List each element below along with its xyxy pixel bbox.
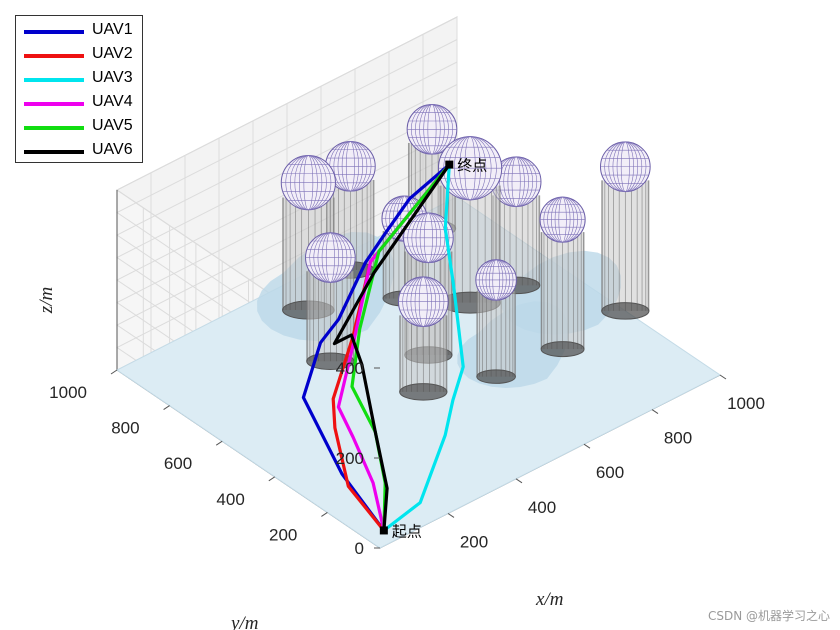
x-tick-label: 600 — [596, 463, 624, 482]
z-tick-label: 200 — [336, 449, 364, 468]
x-tick-label: 800 — [664, 429, 692, 448]
uav-path-uav3 — [382, 164, 465, 532]
x-tick-mark — [651, 409, 659, 415]
legend-label: UAV2 — [92, 45, 133, 62]
y-tick-label: 800 — [111, 419, 139, 438]
obstacle — [539, 196, 586, 358]
legend-item-uav6: UAV6 — [22, 140, 140, 162]
legend-swatch — [24, 102, 84, 106]
annotation-label: 终点 — [457, 157, 487, 175]
dome-meridian — [543, 196, 582, 243]
legend-swatch — [24, 54, 84, 58]
x-tick-mark — [515, 478, 523, 484]
dome-meridian — [410, 104, 453, 155]
x-tick-label: 400 — [528, 498, 556, 517]
legend-item-uav2: UAV2 — [22, 44, 140, 66]
x-axis-title: x/m — [535, 589, 563, 610]
legend-swatch — [24, 126, 84, 130]
axis-ticks: 200 400 600 800 1000 200 400 600 800 1000 0 200 400 — [49, 359, 765, 558]
obstacle-cylinders — [280, 103, 651, 401]
z-axis-title: z/m — [36, 287, 57, 314]
dome-meridian — [402, 276, 445, 327]
annotation-marker — [379, 526, 388, 535]
x-tick-mark — [447, 512, 455, 518]
annotation-label: 起点 — [392, 522, 422, 540]
uav-paths — [301, 163, 465, 532]
dome-meridian — [309, 232, 352, 283]
x-tick-mark — [583, 443, 591, 449]
obstacle-base — [540, 341, 585, 358]
y-tick-mark — [110, 369, 118, 375]
dome-meridian — [604, 141, 647, 192]
z-tick-label: 0 — [355, 539, 364, 558]
y-tick-label: 400 — [216, 490, 244, 509]
legend-label: UAV1 — [92, 21, 133, 38]
watermark: CSDN @机器学习之心 — [707, 609, 830, 623]
obstacle — [305, 232, 356, 370]
obstacle — [599, 141, 651, 320]
y-tick-mark — [215, 440, 223, 446]
legend: UAV1 UAV2 UAV3 UAV4 UAV5 UAV6 — [15, 15, 143, 163]
legend-label: UAV3 — [92, 69, 133, 86]
legend-item-uav1: UAV1 — [22, 20, 140, 42]
legend-label: UAV4 — [92, 93, 133, 110]
y-axis-title: y/m — [229, 613, 258, 630]
obstacle-base — [601, 302, 650, 320]
y-tick-label: 1000 — [49, 383, 87, 402]
annotations: 起点 终点 — [379, 157, 487, 540]
y-tick-label: 200 — [269, 525, 297, 544]
obstacle — [397, 276, 449, 401]
legend-swatch — [24, 150, 84, 154]
x-tick-label: 1000 — [727, 394, 765, 413]
obstacle-base — [399, 383, 448, 401]
legend-label: UAV5 — [92, 117, 133, 134]
dome-meridian — [285, 155, 332, 211]
y-tick-mark — [163, 405, 170, 411]
legend-item-uav3: UAV3 — [22, 68, 140, 90]
uav-path-uav1 — [301, 163, 451, 532]
uav-path-uav4 — [336, 163, 451, 531]
x-tick-label: 200 — [460, 532, 488, 551]
y-tick-label: 600 — [164, 454, 192, 473]
z-tick-label: 400 — [336, 359, 364, 378]
dome-meridian — [407, 212, 450, 263]
annotation-marker — [445, 160, 454, 169]
obstacle-base — [476, 369, 516, 384]
legend-label: UAV6 — [92, 141, 133, 158]
legend-item-uav4: UAV4 — [22, 92, 140, 114]
obstacle — [475, 259, 517, 384]
y-tick-mark — [321, 511, 328, 517]
legend-swatch — [24, 78, 84, 82]
uav-path-uav6 — [332, 163, 451, 531]
dome-meridian — [478, 259, 514, 301]
legend-swatch — [24, 30, 84, 34]
legend-item-uav5: UAV5 — [22, 116, 140, 138]
x-tick-mark — [719, 374, 727, 380]
y-tick-mark — [268, 476, 276, 482]
